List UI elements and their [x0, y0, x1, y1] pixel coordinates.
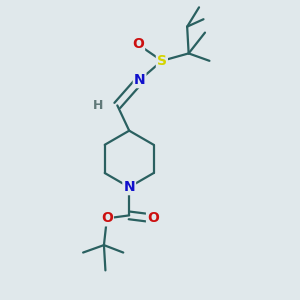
Text: N: N	[134, 73, 146, 87]
Text: N: N	[123, 180, 135, 194]
Text: H: H	[93, 99, 103, 112]
Text: S: S	[157, 54, 167, 68]
Text: O: O	[101, 212, 113, 225]
Text: O: O	[147, 212, 159, 225]
Text: O: O	[132, 38, 144, 52]
